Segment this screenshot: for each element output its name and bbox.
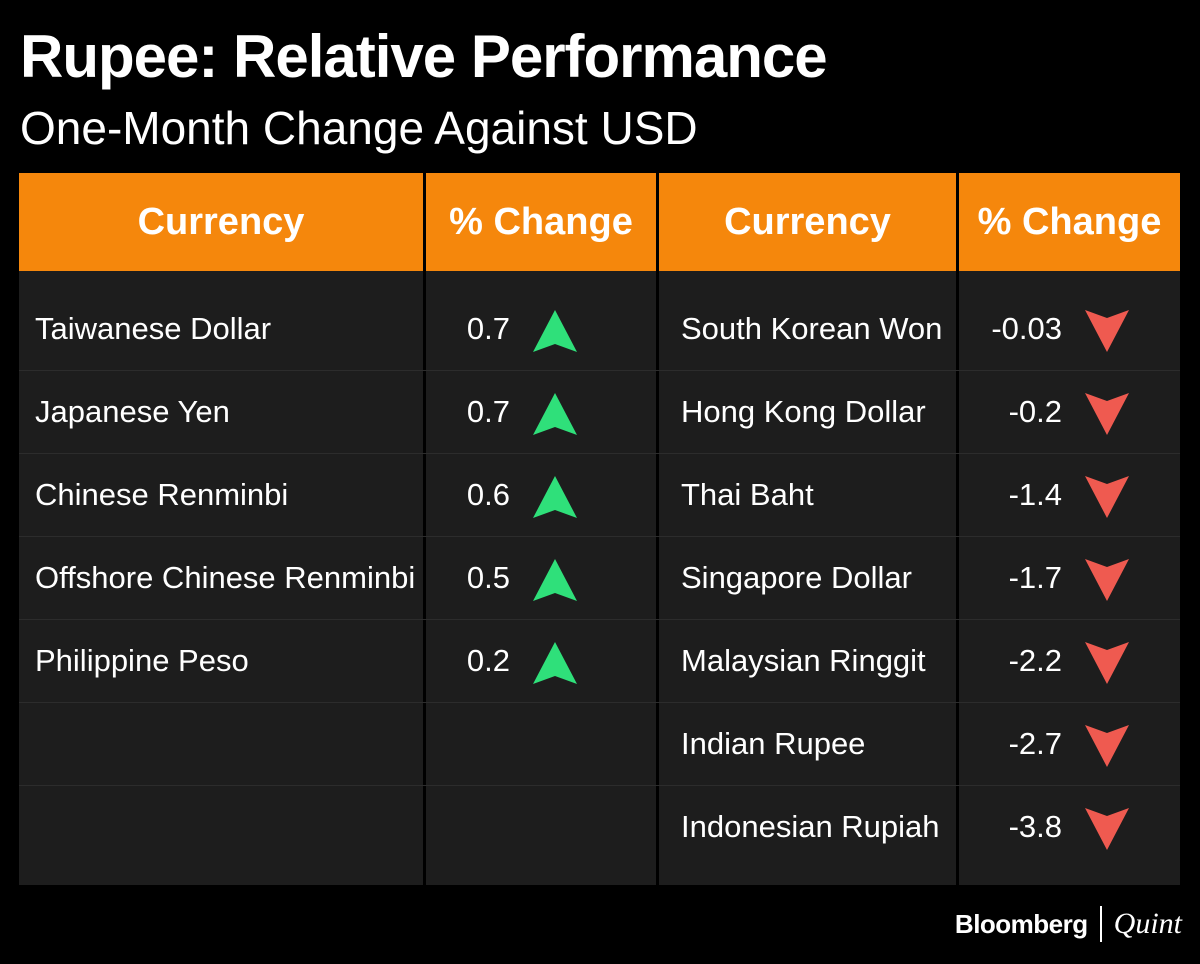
row-divider <box>19 702 1180 703</box>
up-arrow-icon <box>533 310 577 352</box>
change-value: 0.5 <box>466 560 510 595</box>
currency-name: Offshore Chinese Renminbi <box>35 560 416 595</box>
logo-divider <box>1099 906 1102 942</box>
currency-name: Philippine Peso <box>35 643 249 678</box>
header-currency-left: Currency <box>19 173 423 271</box>
currency-name: Singapore Dollar <box>681 560 912 595</box>
column-currency-left: Currency <box>19 173 423 885</box>
change-value: 0.2 <box>466 643 510 678</box>
bloomberg-wordmark: Bloomberg <box>954 908 1088 939</box>
quint-wordmark: Quint <box>1113 907 1182 940</box>
currency-name: South Korean Won <box>681 311 943 346</box>
currency-name: Thai Baht <box>681 477 814 512</box>
currency-name: Hong Kong Dollar <box>681 394 926 429</box>
change-value: -2.2 <box>1008 643 1062 678</box>
row-divider <box>19 536 1180 537</box>
up-arrow-icon <box>533 393 577 435</box>
change-value: -0.2 <box>1008 394 1062 429</box>
header-change-right: % Change <box>959 173 1180 271</box>
down-arrow-icon <box>1085 559 1129 601</box>
change-value: -1.7 <box>1008 560 1062 595</box>
down-arrow-icon <box>1085 808 1129 850</box>
currency-name: Malaysian Ringgit <box>681 643 926 678</box>
footer-logo: Bloomberg Quint <box>955 904 1182 944</box>
down-arrow-icon <box>1085 393 1129 435</box>
change-value: 0.7 <box>466 311 510 346</box>
change-value: -3.8 <box>1008 809 1062 844</box>
currency-name: Japanese Yen <box>35 394 230 429</box>
down-arrow-icon <box>1085 725 1129 767</box>
down-arrow-icon <box>1085 476 1129 518</box>
row-divider <box>19 453 1180 454</box>
change-value: 0.6 <box>466 477 510 512</box>
up-arrow-icon <box>533 559 577 601</box>
row-divider <box>19 370 1180 371</box>
row-divider <box>19 785 1180 786</box>
chart-title: Rupee: Relative Performance <box>20 23 828 90</box>
header-currency-right: Currency <box>659 173 956 271</box>
change-value: -1.4 <box>1008 477 1062 512</box>
column-change-right: % Change <box>959 173 1180 885</box>
change-value: -2.7 <box>1008 726 1062 761</box>
up-arrow-icon <box>533 476 577 518</box>
header-change-left: % Change <box>426 173 656 271</box>
down-arrow-icon <box>1085 642 1129 684</box>
column-change-left: % Change <box>426 173 656 885</box>
chart-subtitle: One-Month Change Against USD <box>20 102 698 154</box>
up-arrow-icon <box>533 642 577 684</box>
column-currency-right: Currency <box>659 173 956 885</box>
change-value: 0.7 <box>466 394 510 429</box>
currency-name: Indonesian Rupiah <box>681 809 940 844</box>
currency-name: Indian Rupee <box>681 726 866 761</box>
row-divider <box>19 619 1180 620</box>
currency-table: Currency % Change Currency % Change <box>19 173 1180 885</box>
currency-name: Taiwanese Dollar <box>35 311 272 346</box>
currency-name: Chinese Renminbi <box>35 477 289 512</box>
down-arrow-icon <box>1085 310 1129 352</box>
change-value: -0.03 <box>991 311 1062 346</box>
